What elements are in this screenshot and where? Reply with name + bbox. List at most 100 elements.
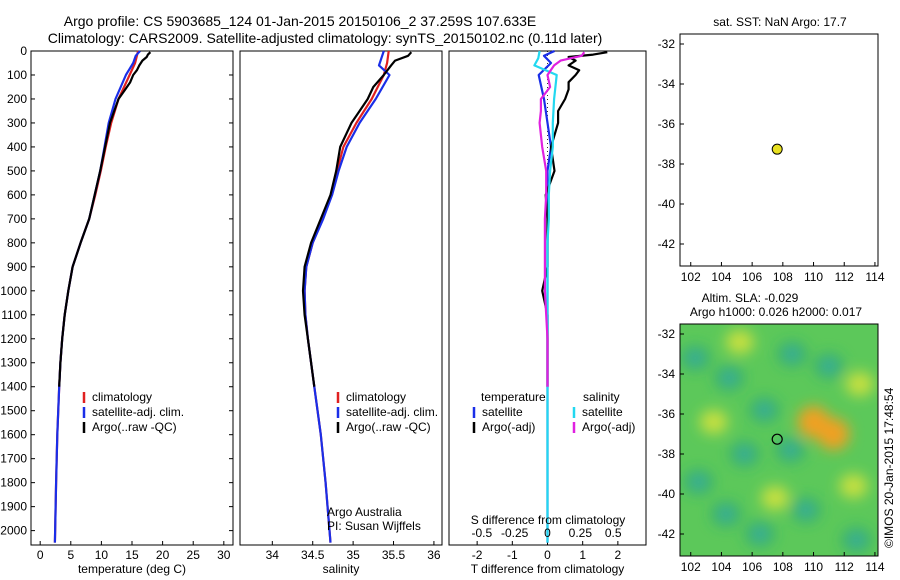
x-tick-label: 0 bbox=[37, 548, 44, 562]
y-tick-label: 300 bbox=[7, 116, 27, 130]
sla-feature-core bbox=[758, 404, 771, 416]
y-tick-label: -40 bbox=[658, 487, 676, 501]
legend-entry: climatology bbox=[346, 390, 406, 404]
top-x-tick-label: -0.5 bbox=[471, 526, 492, 540]
y-tick-label: -34 bbox=[658, 77, 676, 91]
x-tick-label: -1 bbox=[507, 548, 518, 562]
sla-profile-marker bbox=[771, 433, 783, 445]
legend-title-salinity: salinity bbox=[583, 390, 620, 404]
y-tick-label: 1500 bbox=[0, 404, 27, 418]
top-x-tick-label: -0.25 bbox=[501, 526, 529, 540]
x-tick-label: 110 bbox=[804, 560, 823, 574]
x-tick-label: 36 bbox=[427, 548, 441, 562]
y-tick-label: 1900 bbox=[0, 500, 27, 514]
sst-map-title: sat. SST: NaN Argo: 17.7 bbox=[713, 15, 847, 29]
argo-australia-label: Argo Australia bbox=[327, 505, 402, 519]
sla-feature-core bbox=[692, 476, 705, 488]
credit-text: ©IMOS 20-Jan-2015 17:48:54 bbox=[882, 387, 896, 548]
legend-entry: satellite-adj. clim. bbox=[346, 405, 438, 419]
x-tick-label: 104 bbox=[711, 270, 731, 284]
sla-feature-mid bbox=[725, 330, 754, 354]
pi-label: PI: Susan Wijffels bbox=[327, 519, 421, 533]
x-tick-label: 104 bbox=[711, 560, 731, 574]
sla-feature-mid bbox=[839, 474, 868, 498]
x-tick-label: 106 bbox=[742, 560, 762, 574]
x-tick-label: 114 bbox=[865, 560, 884, 574]
sla-feature-mid bbox=[761, 486, 790, 510]
legend-entry: Argo(-adj) bbox=[582, 420, 635, 434]
legend-entry: Argo(..raw -QC) bbox=[92, 420, 177, 434]
y-tick-label: 900 bbox=[7, 260, 27, 274]
y-tick-label: 600 bbox=[7, 188, 27, 202]
sla-title-line-1: Altim. SLA: -0.029 bbox=[702, 291, 799, 305]
y-tick-label: 1700 bbox=[0, 452, 27, 466]
top-x-tick-label: 0 bbox=[544, 526, 551, 540]
y-tick-label: -32 bbox=[658, 37, 676, 51]
legend-title-temperature: temperature bbox=[481, 390, 546, 404]
top-x-tick-label: 0.25 bbox=[569, 526, 593, 540]
x-tick-label: 5 bbox=[67, 548, 74, 562]
y-tick-label: -42 bbox=[658, 527, 676, 541]
legend-entry: Argo(-adj) bbox=[482, 420, 535, 434]
x-tick-label: 112 bbox=[835, 270, 854, 284]
sla-heatmap bbox=[680, 324, 878, 556]
y-tick-label: -42 bbox=[658, 237, 676, 251]
series-line bbox=[303, 50, 390, 543]
y-tick-label: -40 bbox=[658, 197, 676, 211]
y-tick-label: 1000 bbox=[0, 284, 27, 298]
y-tick-label: 1100 bbox=[1, 308, 27, 322]
sla-field bbox=[681, 330, 874, 552]
sla-feature-high bbox=[817, 418, 850, 450]
y-tick-label: 1400 bbox=[0, 380, 27, 394]
sla-feature-core bbox=[720, 508, 733, 520]
sla-feature-core bbox=[738, 448, 751, 460]
x-tick-label: 15 bbox=[125, 548, 139, 562]
legend-entry: satellite bbox=[582, 405, 623, 419]
legend-entry: satellite-adj. clim. bbox=[92, 405, 184, 419]
y-tick-label: 1600 bbox=[0, 428, 27, 442]
x-tick-label: -2 bbox=[472, 548, 483, 562]
series-line bbox=[538, 51, 586, 387]
salinity-panel: 34 34.5 35 35.5 36 salinity climatologysatelli… bbox=[239, 50, 443, 576]
y-tick-label: 700 bbox=[7, 212, 27, 226]
y-tick-label: 200 bbox=[7, 92, 27, 106]
x-tick-label: 0 bbox=[544, 548, 551, 562]
top-x-axis-label: S difference from climatology bbox=[471, 513, 626, 527]
y-tick-label: 2000 bbox=[0, 524, 27, 538]
y-tick-label: 500 bbox=[7, 164, 27, 178]
sla-feature-core bbox=[850, 534, 863, 546]
y-tick-label: -38 bbox=[658, 447, 676, 461]
y-tick-label: -32 bbox=[658, 327, 676, 341]
y-tick-label: -36 bbox=[658, 407, 676, 421]
y-tick-label: -34 bbox=[658, 367, 676, 381]
temperature-panel: 0100200300400500600700800900100011001200… bbox=[0, 44, 234, 576]
x-tick-label: 114 bbox=[865, 270, 884, 284]
y-tick-label: -36 bbox=[658, 117, 676, 131]
y-tick-label: 800 bbox=[7, 236, 27, 250]
y-tick-label: 1800 bbox=[0, 476, 27, 490]
header-line-1: Argo profile: CS 5903685_124 01-Jan-2015… bbox=[64, 13, 537, 29]
sla-feature-core bbox=[786, 348, 799, 360]
legend-entry: satellite bbox=[482, 405, 523, 419]
x-tick-label: 35 bbox=[346, 548, 360, 562]
series-line bbox=[303, 50, 391, 543]
sla-map-panel: Altim. SLA: -0.029 Argo h1000: 0.026 h20… bbox=[658, 291, 885, 574]
top-x-tick-label: 0.5 bbox=[605, 526, 622, 540]
legend-entry: Argo(..raw -QC) bbox=[346, 420, 431, 434]
x-axis-label: temperature (deg C) bbox=[78, 562, 186, 576]
sla-feature-mid bbox=[845, 372, 874, 396]
x-tick-label: 108 bbox=[773, 270, 793, 284]
sla-feature-core bbox=[784, 444, 797, 456]
legend-entry: climatology bbox=[92, 390, 152, 404]
x-tick-label: 20 bbox=[156, 548, 170, 562]
y-tick-label: 100 bbox=[7, 68, 27, 82]
sla_map-frame bbox=[679, 323, 879, 557]
x-tick-label: 34 bbox=[266, 548, 280, 562]
sla-feature-core bbox=[723, 372, 736, 384]
y-tick-label: 1300 bbox=[0, 356, 27, 370]
x-tick-label: 10 bbox=[95, 548, 109, 562]
x-tick-label: 102 bbox=[681, 270, 701, 284]
x-tick-label: 1 bbox=[579, 548, 586, 562]
sst_map-frame bbox=[679, 33, 879, 267]
